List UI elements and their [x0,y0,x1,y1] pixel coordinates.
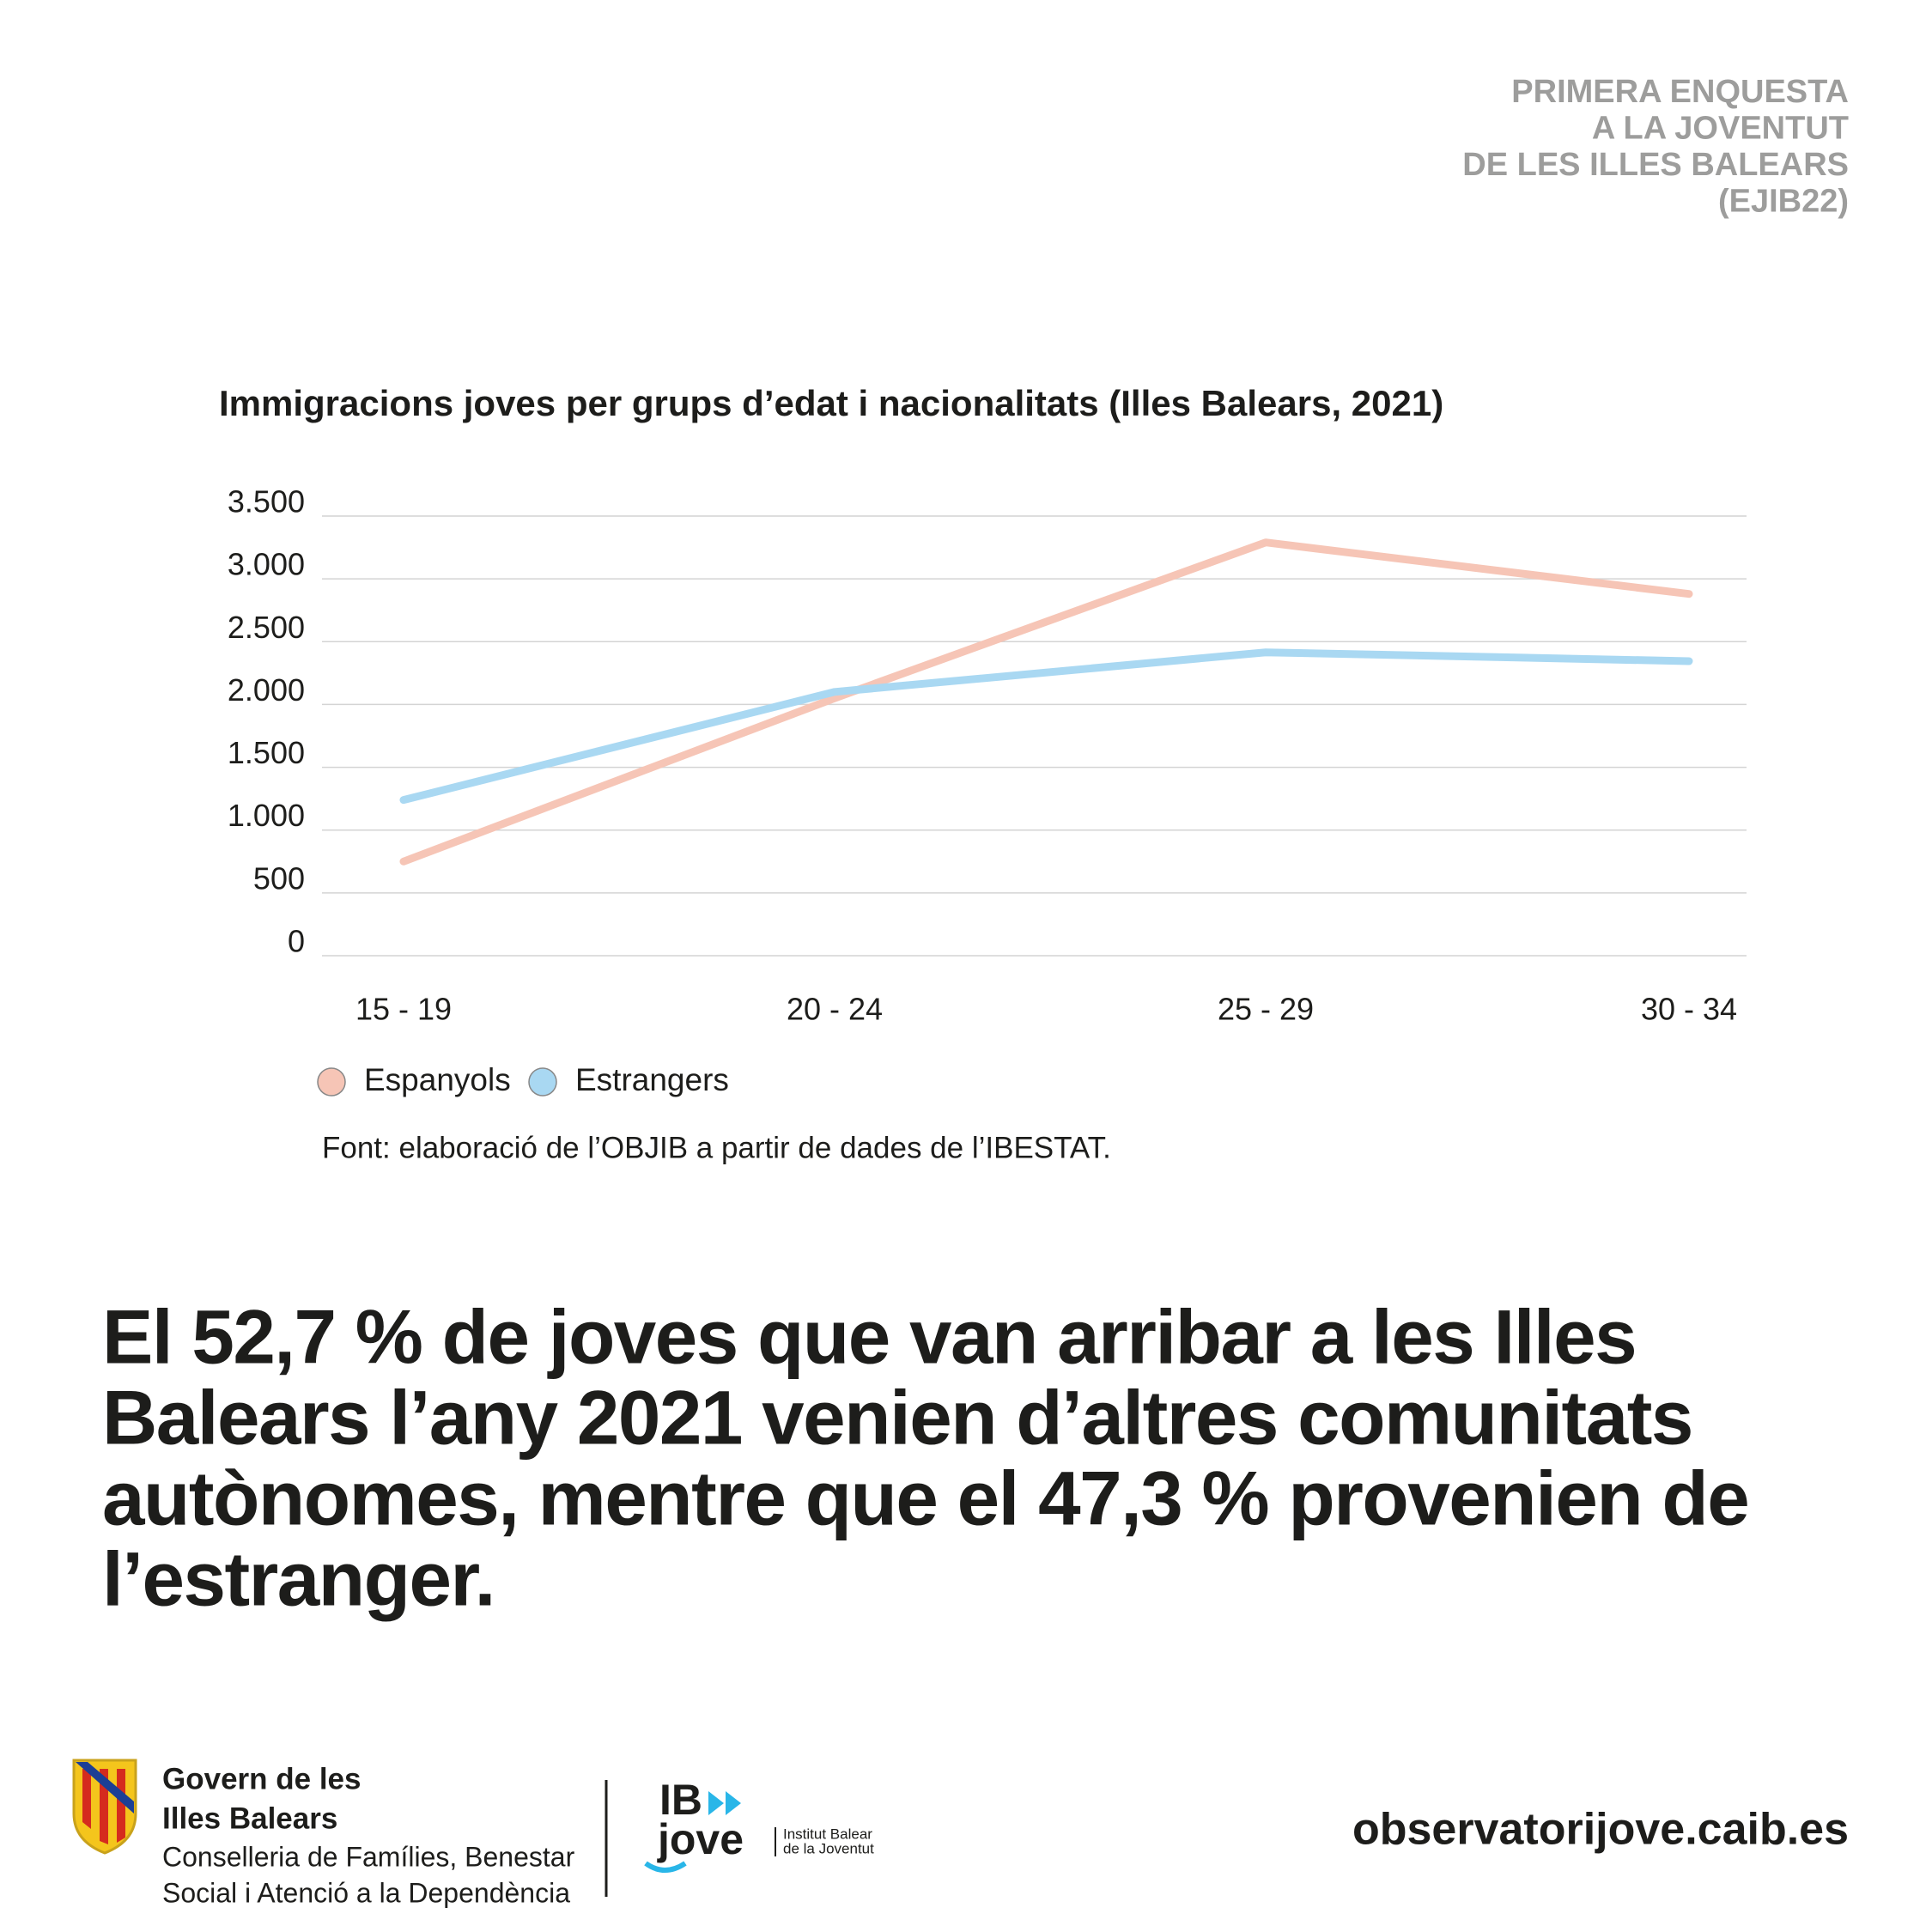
ibjove-institut: Institut Balear [783,1826,872,1842]
ibjove-jove: jove [657,1815,744,1863]
chart-title: Immigracions joves per grups d’edat i na… [219,383,1443,423]
y-tick-label: 3.500 [228,484,305,519]
ibjove-institut: de la Joventut [783,1840,874,1856]
ibjove-ib: IB [659,1776,702,1824]
legend-label: Espanyols [364,1062,511,1097]
conselleria: Social i Atenció a la Dependència [162,1877,570,1908]
header-line: PRIMERA ENQUESTA [1511,74,1849,110]
ibjove-arrows [644,1791,741,1873]
govern-name: Illes Balears [162,1801,337,1835]
legend-swatch [317,1067,346,1097]
series-line [399,538,1693,866]
x-tick-label: 30 - 34 [1641,992,1737,1027]
legend-swatch [528,1067,557,1097]
legend-label: Estrangers [575,1062,729,1097]
header-line: A LA JOVENTUT [1592,111,1849,147]
header-line: (EJIB22) [1718,184,1849,220]
statement-line: Balears l’any 2021 venien d’altres comun… [102,1375,1692,1461]
url: observatorijove.caib.es [1352,1805,1849,1855]
statement-line: El 52,7 % de joves que van arribar a les… [102,1294,1636,1380]
govern-name: Govern de les [162,1762,361,1795]
y-tick-label: 3.000 [228,547,305,582]
y-tick-label: 0 [288,924,305,959]
statement-line: autònomes, mentre que el 47,3 % provenie… [102,1455,1748,1541]
conselleria: Conselleria de Famílies, Benestar [162,1841,575,1872]
statement-line: l’estranger. [102,1536,495,1622]
y-tick-label: 2.500 [228,610,305,645]
y-tick-label: 2.000 [228,672,305,708]
x-tick-label: 25 - 29 [1218,992,1314,1027]
x-tick-label: 15 - 19 [355,992,452,1027]
header-line: DE LES ILLES BALEARS [1462,147,1849,183]
govern-logo [72,1759,137,1855]
y-tick-label: 500 [253,860,305,896]
y-tick-label: 1.000 [228,798,305,833]
source: Font: elaboració de l’OBJIB a partir de … [322,1131,1111,1164]
y-tick-label: 1.500 [228,735,305,770]
x-tick-label: 20 - 24 [787,992,883,1027]
series-line [399,648,1693,805]
